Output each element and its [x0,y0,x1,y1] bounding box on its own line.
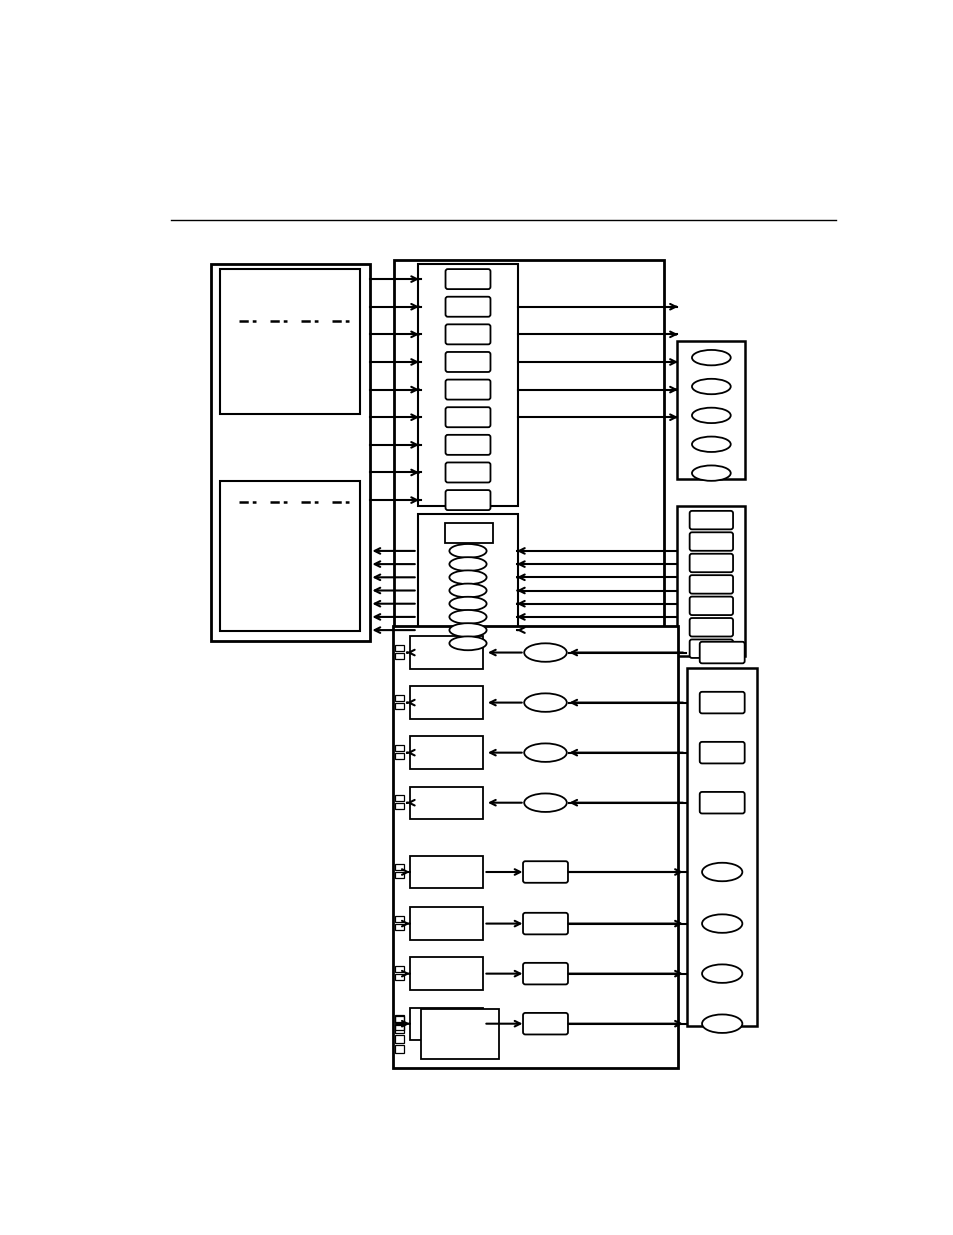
Ellipse shape [449,624,486,637]
FancyBboxPatch shape [445,269,490,289]
FancyBboxPatch shape [522,861,567,883]
FancyBboxPatch shape [445,435,490,454]
FancyBboxPatch shape [522,963,567,984]
Bar [686,668,757,1026]
FancyBboxPatch shape [445,352,490,372]
Bar [395,803,403,809]
Ellipse shape [691,379,730,394]
Ellipse shape [449,610,486,624]
Bar [410,636,483,668]
Bar [395,916,403,923]
Bar [395,1024,403,1030]
Bar [211,264,369,641]
FancyBboxPatch shape [445,296,490,316]
FancyBboxPatch shape [445,462,490,483]
Bar [410,687,483,719]
Bar [220,269,360,414]
Bar [232,296,249,408]
Ellipse shape [523,793,566,811]
Bar [252,514,269,626]
FancyBboxPatch shape [689,576,732,594]
Bar [252,296,269,408]
Bar [395,752,403,758]
Bar [395,864,403,871]
Ellipse shape [691,350,730,366]
Bar [410,1008,483,1040]
Ellipse shape [701,965,741,983]
Bar [272,514,289,626]
FancyBboxPatch shape [445,379,490,400]
Bar [541,515,562,651]
FancyBboxPatch shape [689,618,732,636]
Bar [410,908,483,940]
FancyBboxPatch shape [699,692,744,714]
FancyBboxPatch shape [699,642,744,663]
Bar [395,973,403,979]
Bar [444,524,493,543]
Bar [421,1009,498,1060]
Bar [395,795,403,802]
FancyBboxPatch shape [522,913,567,935]
Bar [395,1045,403,1053]
Bar [564,515,581,651]
FancyBboxPatch shape [689,597,732,615]
FancyBboxPatch shape [689,532,732,551]
Ellipse shape [449,571,486,584]
FancyBboxPatch shape [689,553,732,572]
Ellipse shape [449,543,486,558]
Bar [417,514,517,652]
Ellipse shape [523,743,566,762]
FancyBboxPatch shape [689,640,732,658]
Bar [410,957,483,989]
FancyBboxPatch shape [445,325,490,345]
Bar [394,259,663,661]
Bar [232,514,249,626]
FancyBboxPatch shape [699,742,744,763]
Ellipse shape [449,584,486,598]
Bar [395,966,403,972]
Ellipse shape [523,643,566,662]
Bar [677,341,744,479]
FancyBboxPatch shape [445,490,490,510]
Ellipse shape [701,863,741,882]
Bar [395,872,403,878]
FancyBboxPatch shape [445,408,490,427]
FancyBboxPatch shape [689,511,732,530]
Bar [395,1016,403,1023]
Bar [410,736,483,769]
Bar [395,695,403,701]
Bar [410,856,483,888]
Ellipse shape [449,557,486,571]
Ellipse shape [449,636,486,651]
FancyBboxPatch shape [699,792,744,814]
Ellipse shape [701,1014,741,1032]
Bar [677,506,744,656]
Bar [395,1015,403,1023]
Bar [417,264,517,506]
Ellipse shape [691,436,730,452]
Bar [395,924,403,930]
Bar [395,652,403,658]
Ellipse shape [523,693,566,711]
Ellipse shape [691,408,730,424]
Bar [395,1025,403,1032]
Ellipse shape [701,914,741,932]
Bar [395,745,403,751]
Bar [395,703,403,709]
Ellipse shape [691,466,730,480]
Bar [272,296,289,408]
Bar [393,626,678,1068]
Bar [395,645,403,651]
Ellipse shape [449,597,486,610]
Bar [410,787,483,819]
FancyBboxPatch shape [522,1013,567,1035]
Bar [220,480,360,631]
Bar [395,1035,403,1042]
